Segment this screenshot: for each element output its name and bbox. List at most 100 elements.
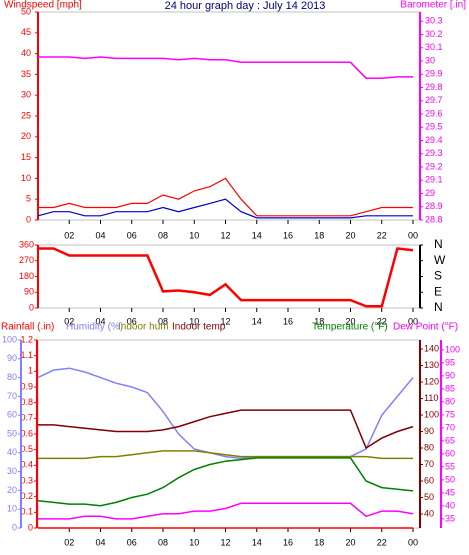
y-tick-label: 0: [12, 522, 17, 532]
x-tick-label: 10: [189, 537, 199, 547]
legend-label: Rainfall (.in): [1, 322, 54, 333]
legend-label: Indoor temp: [172, 322, 226, 333]
y-tick-label: 100: [445, 344, 460, 354]
y-tick-label: 30: [425, 55, 435, 65]
series-line: [38, 502, 414, 520]
x-tick-label: 08: [158, 537, 168, 547]
x-tick-label: 04: [95, 230, 105, 240]
x-tick-label: 00: [408, 230, 418, 240]
x-tick-label: 12: [220, 537, 230, 547]
y-tick-label: 50: [424, 492, 434, 502]
y-tick-label: 30.3: [425, 16, 443, 26]
x-tick-label: 02: [64, 316, 74, 326]
y-tick-label: 45: [445, 487, 455, 497]
y-tick-label: 270: [19, 255, 34, 265]
y-tick-label: 20: [7, 485, 17, 495]
y-tick-label: 29.2: [425, 161, 443, 171]
x-tick-label: 12: [220, 230, 230, 240]
y-tick-label: 75: [445, 409, 455, 419]
y-tick-label: 29.3: [425, 148, 443, 158]
legend-label: Humidity (%): [66, 322, 123, 333]
y-tick-label: 180: [19, 271, 34, 281]
y-tick-label: 100: [424, 409, 439, 419]
x-tick-label: 04: [95, 537, 105, 547]
legend-label: Windspeed [mph]: [4, 0, 82, 11]
y-tick-label: 0: [29, 302, 34, 312]
x-tick-label: 14: [252, 230, 262, 240]
y-tick-label: 130: [424, 360, 439, 370]
y-tick-label: 0.6: [20, 428, 33, 438]
x-tick-label: 06: [127, 316, 137, 326]
y-tick-label: 0.3: [20, 475, 33, 485]
y-tick-label: 120: [424, 376, 439, 386]
y-tick-label: 95: [445, 357, 455, 367]
x-tick-label: 02: [64, 230, 74, 240]
series-line: [38, 247, 414, 308]
x-tick-label: 20: [345, 230, 355, 240]
x-tick-label: 20: [345, 537, 355, 547]
y-tick-label: 30.1: [425, 42, 443, 52]
x-tick-label: 18: [314, 316, 324, 326]
x-tick-label: 14: [252, 537, 262, 547]
x-tick-label: 08: [158, 230, 168, 240]
y-tick-label: 0.5: [20, 444, 33, 454]
y-tick-label: 55: [445, 461, 455, 471]
x-tick-label: 02: [64, 537, 74, 547]
y-tick-label: 30: [21, 90, 31, 100]
series-line: [37, 457, 414, 507]
x-tick-label: 10: [189, 230, 199, 240]
y-tick-label: 40: [445, 500, 455, 510]
x-tick-label: 22: [377, 537, 387, 547]
plot-frame: [37, 11, 421, 221]
y-tick-label: 29.4: [425, 135, 443, 145]
x-tick-label: 14: [252, 316, 262, 326]
chart-title: 24 hour graph day : July 14 2013: [165, 0, 326, 12]
x-tick-label: 16: [283, 230, 293, 240]
x-tick-label: 20: [345, 316, 355, 326]
y-tick-label: 29.7: [425, 95, 443, 105]
y-tick-label: 10: [7, 504, 17, 514]
x-tick-label: 04: [95, 316, 105, 326]
y-tick-label: 70: [7, 391, 17, 401]
y-tick-label: 80: [445, 396, 455, 406]
x-tick-label: 10: [189, 316, 199, 326]
y-tick-label: 15: [21, 152, 31, 162]
y-tick-label: 90: [7, 353, 17, 363]
y-tick-label: 25: [21, 110, 31, 120]
y-tick-label: 29.8: [425, 82, 443, 92]
y-tick-label: 100: [2, 334, 17, 344]
y-tick-label: 60: [7, 410, 17, 420]
y-tick-label: 60: [445, 448, 455, 458]
y-tick-label: 50: [445, 474, 455, 484]
y-tick-label: 29: [425, 188, 435, 198]
series-line: [38, 409, 414, 450]
legend-label: Temperature (°F): [312, 322, 388, 333]
y-tick-label: N: [434, 237, 443, 251]
y-tick-label: 0.8: [20, 397, 33, 407]
y-tick-label: S: [434, 269, 442, 283]
series-line: [38, 177, 413, 217]
legend-label: Indoor hum: [118, 322, 169, 333]
x-tick-label: 18: [314, 230, 324, 240]
x-tick-label: 16: [283, 537, 293, 547]
y-tick-label: 90: [24, 287, 34, 297]
plot-frame: [37, 339, 421, 529]
x-tick-label: 00: [408, 537, 418, 547]
y-tick-label: 50: [21, 6, 31, 16]
y-tick-label: W: [434, 253, 446, 267]
y-tick-label: 80: [424, 442, 434, 452]
y-tick-label: 0.7: [20, 413, 33, 423]
y-tick-label: 0.1: [20, 507, 33, 517]
series-line: [38, 450, 413, 460]
legend-label: Barometer [.in]: [400, 0, 466, 11]
y-tick-label: 90: [424, 426, 434, 436]
x-tick-label: 22: [377, 316, 387, 326]
y-tick-label: 50: [7, 428, 17, 438]
y-tick-label: 5: [26, 194, 31, 204]
y-tick-label: 30.2: [425, 29, 443, 39]
y-tick-label: 0.4: [20, 460, 33, 470]
y-tick-label: 80: [7, 372, 17, 382]
y-tick-label: 60: [424, 475, 434, 485]
x-tick-label: 08: [158, 316, 168, 326]
